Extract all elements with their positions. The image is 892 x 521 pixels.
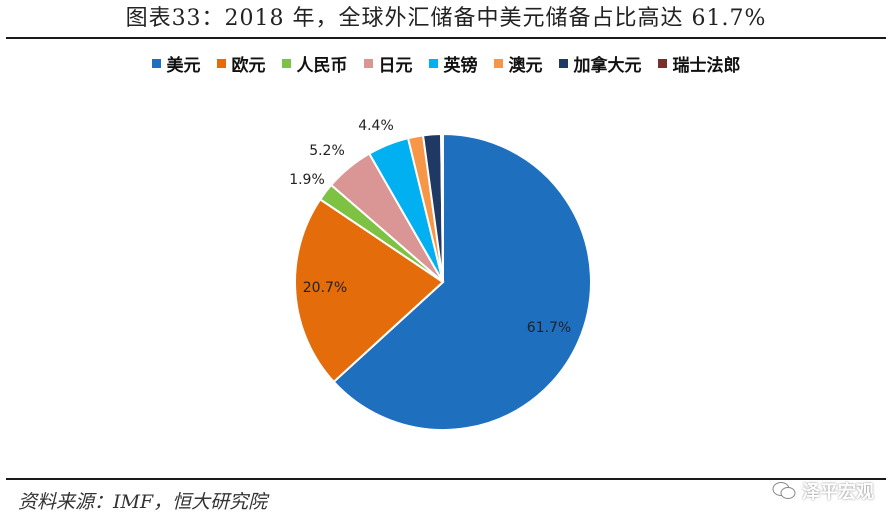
- legend-item: 英镑: [428, 51, 478, 76]
- footer-divider: [6, 478, 886, 480]
- legend-label: 加拿大元: [573, 55, 642, 76]
- legend-item: 日元: [363, 51, 413, 76]
- legend-item: 加拿大元: [558, 51, 642, 76]
- legend-swatch: [428, 58, 438, 68]
- title-divider: [6, 37, 886, 39]
- legend-label: 日元: [378, 55, 413, 76]
- wechat-icon: [772, 482, 796, 499]
- legend-swatch: [657, 58, 667, 68]
- legend-swatch: [558, 58, 568, 68]
- legend-label: 澳元: [508, 55, 543, 76]
- source-note: 资料来源：IMF，恒大研究院: [18, 491, 268, 513]
- legend-item: 欧元: [216, 51, 266, 76]
- pie-slice: [440, 132, 444, 283]
- legend-item: 澳元: [493, 51, 543, 76]
- legend-item: 人民币: [281, 51, 348, 76]
- legend-label: 英镑: [443, 55, 478, 76]
- legend-swatch: [363, 58, 373, 68]
- chart-legend: 美元 欧元 人民币 日元 英镑 澳元 加拿大元 瑞士法郎: [0, 50, 892, 76]
- data-label: 5.2%: [309, 143, 345, 159]
- legend-label: 人民币: [296, 55, 348, 76]
- data-label: 4.4%: [358, 118, 394, 134]
- data-label: 61.7%: [527, 320, 571, 336]
- data-label: 20.7%: [303, 280, 347, 296]
- legend-item: 瑞士法郎: [657, 51, 741, 76]
- legend-label: 欧元: [231, 55, 266, 76]
- chart-title: 图表33：2018 年，全球外汇储备中美元储备占比高达 61.7%: [125, 6, 767, 31]
- legend-swatch: [151, 58, 161, 68]
- pie-slice: [332, 132, 592, 431]
- legend-item: 美元: [151, 51, 201, 76]
- data-label: 1.9%: [289, 172, 325, 188]
- legend-swatch: [216, 58, 226, 68]
- legend-label: 瑞士法郎: [672, 55, 741, 76]
- legend-swatch: [493, 58, 503, 68]
- legend-label: 美元: [166, 55, 201, 76]
- pie-slice: [294, 197, 445, 384]
- watermark-label: 泽平宏观: [802, 482, 874, 503]
- watermark: 泽平宏观: [772, 478, 874, 504]
- legend-swatch: [281, 58, 291, 68]
